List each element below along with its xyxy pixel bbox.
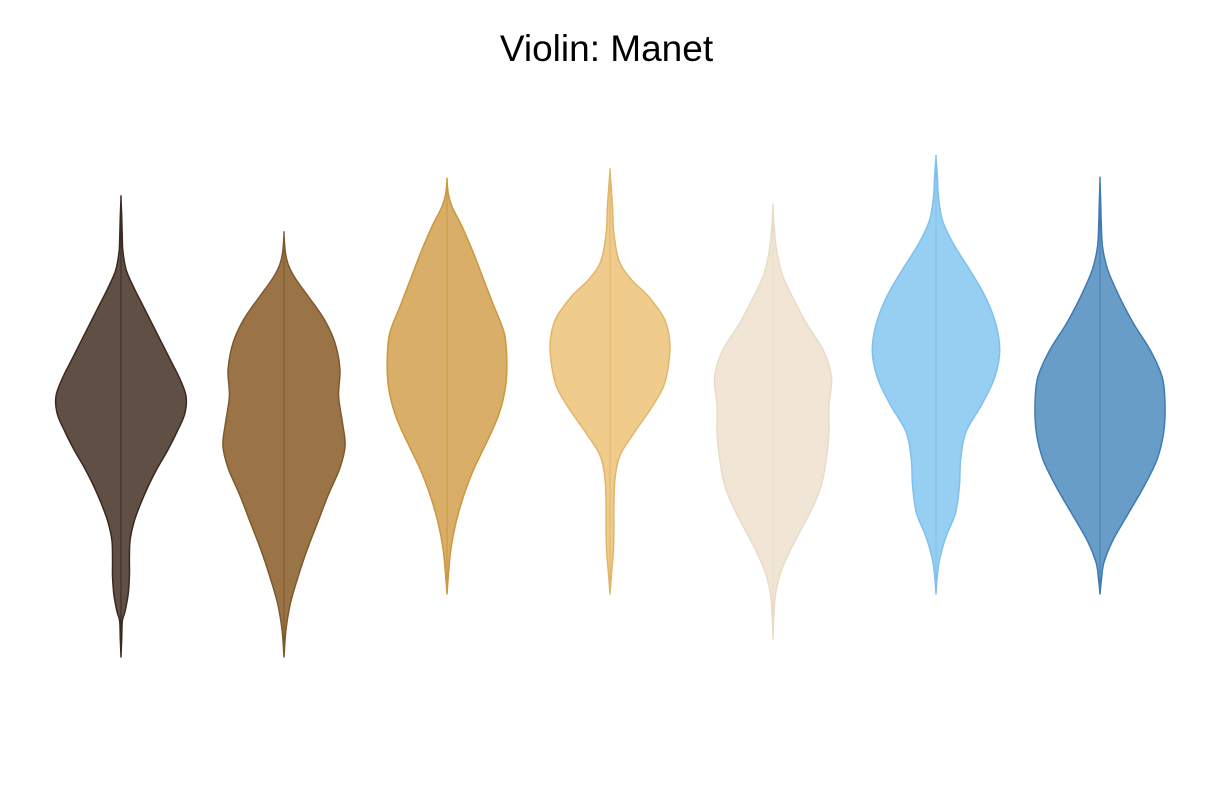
chart-title: Violin: Manet [499,28,714,69]
